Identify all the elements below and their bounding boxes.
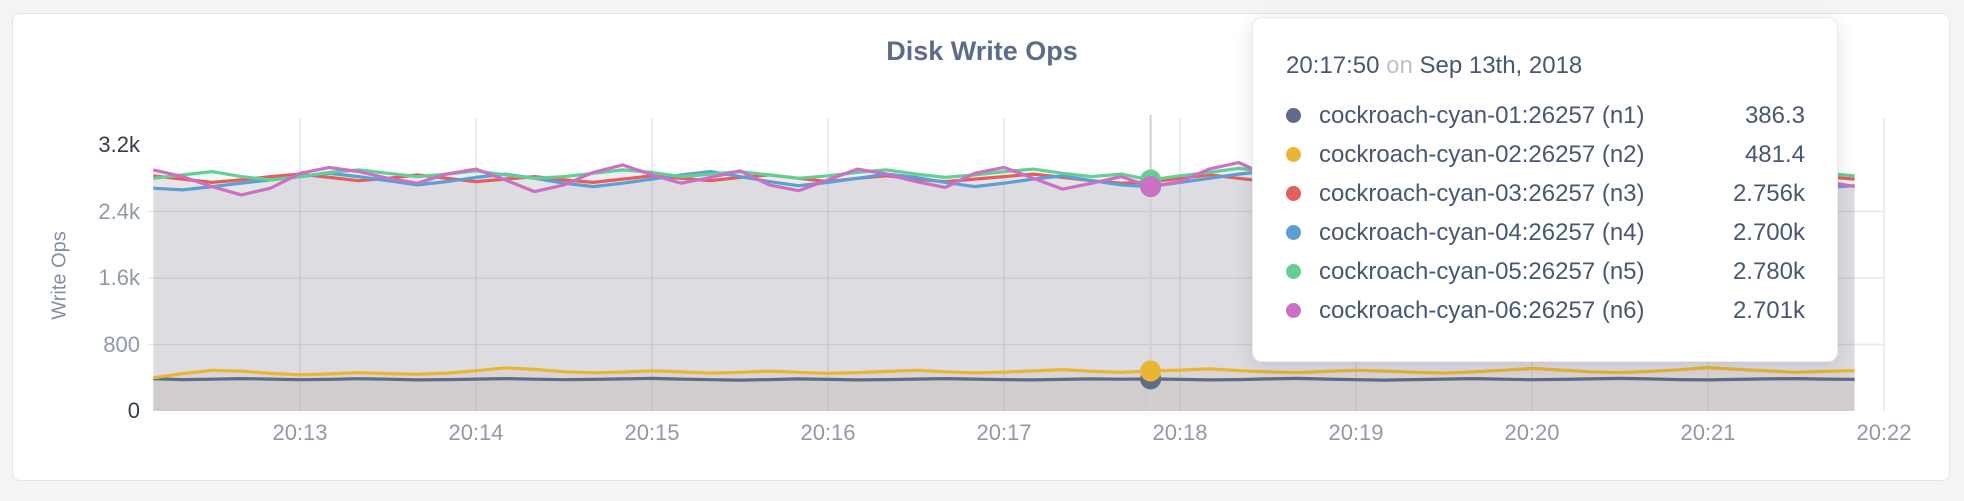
x-axis-tick-label: 20:14 xyxy=(448,420,504,445)
tooltip-series-label: cockroach-cyan-03:26257 (n3) xyxy=(1319,179,1645,207)
tooltip-separator: on xyxy=(1386,52,1413,79)
tooltip-row: cockroach-cyan-05:26257 (n5) 2.780k xyxy=(1286,252,1805,291)
tooltip-time: 20:17:50 xyxy=(1286,52,1380,79)
chart-hover-tooltip: 20:17:50 on Sep 13th, 2018 cockroach-cya… xyxy=(1252,17,1838,362)
tooltip-header: 20:17:50 on Sep 13th, 2018 xyxy=(1286,52,1805,80)
tooltip-row: cockroach-cyan-04:26257 (n4) 2.700k xyxy=(1286,213,1805,252)
y-axis-tick-label: 3.2k xyxy=(98,132,140,157)
tooltip-row: cockroach-cyan-03:26257 (n3) 2.756k xyxy=(1286,174,1805,213)
tooltip-row: cockroach-cyan-06:26257 (n6) 2.701k xyxy=(1286,291,1805,330)
x-axis-tick-label: 20:21 xyxy=(1680,420,1736,445)
series-line xyxy=(153,366,1855,380)
x-axis-tick-label: 20:13 xyxy=(272,420,328,445)
tooltip-series-value: 481.4 xyxy=(1744,140,1805,168)
x-axis-tick-label: 20:18 xyxy=(1152,420,1208,445)
series-color-dot xyxy=(1286,186,1301,201)
hover-dot-n2 xyxy=(1140,360,1162,382)
tooltip-series-label: cockroach-cyan-05:26257 (n5) xyxy=(1319,257,1645,285)
series-color-dot xyxy=(1286,264,1301,279)
series-area xyxy=(153,378,1855,411)
tooltip-row: cockroach-cyan-01:26257 (n1) 386.3 xyxy=(1286,96,1805,135)
x-axis-tick-label: 20:20 xyxy=(1504,420,1560,445)
tooltip-series-value: 2.701k xyxy=(1732,296,1805,324)
tooltip-series-label: cockroach-cyan-01:26257 (n1) xyxy=(1319,101,1645,129)
chart-title: Disk Write Ops xyxy=(886,36,1078,66)
tooltip-series-value: 386.3 xyxy=(1744,101,1805,129)
series-line xyxy=(153,376,1855,382)
y-axis-tick-label: 800 xyxy=(103,331,140,357)
series-color-dot xyxy=(1286,303,1301,318)
y-axis-tick-label: 2.4k xyxy=(98,198,140,224)
x-axis-tick-label: 20:17 xyxy=(976,420,1032,445)
series-color-dot xyxy=(1286,147,1301,162)
x-axis-tick-label: 20:15 xyxy=(624,420,680,445)
tooltip-series-label: cockroach-cyan-04:26257 (n4) xyxy=(1319,218,1645,246)
y-axis-tick-label: 1.6k xyxy=(98,265,140,290)
hover-dot-n6 xyxy=(1140,176,1162,197)
tooltip-series-label: cockroach-cyan-02:26257 (n2) xyxy=(1319,140,1645,168)
tooltip-series-label: cockroach-cyan-06:26257 (n6) xyxy=(1319,296,1645,324)
tooltip-series-value: 2.700k xyxy=(1732,218,1805,246)
x-axis-tick-label: 20:19 xyxy=(1328,420,1384,445)
series-color-dot xyxy=(1286,108,1301,123)
x-axis-tick-label: 20:16 xyxy=(800,420,856,445)
series-color-dot xyxy=(1286,225,1301,240)
x-axis-tick-label: 20:22 xyxy=(1856,420,1912,445)
tooltip-series-value: 2.780k xyxy=(1732,257,1805,285)
y-axis-tick-label: 0 xyxy=(127,398,140,423)
tooltip-series-value: 2.756k xyxy=(1732,179,1805,207)
tooltip-date: Sep 13th, 2018 xyxy=(1419,52,1583,79)
tooltip-row: cockroach-cyan-02:26257 (n2) 481.4 xyxy=(1286,135,1805,174)
